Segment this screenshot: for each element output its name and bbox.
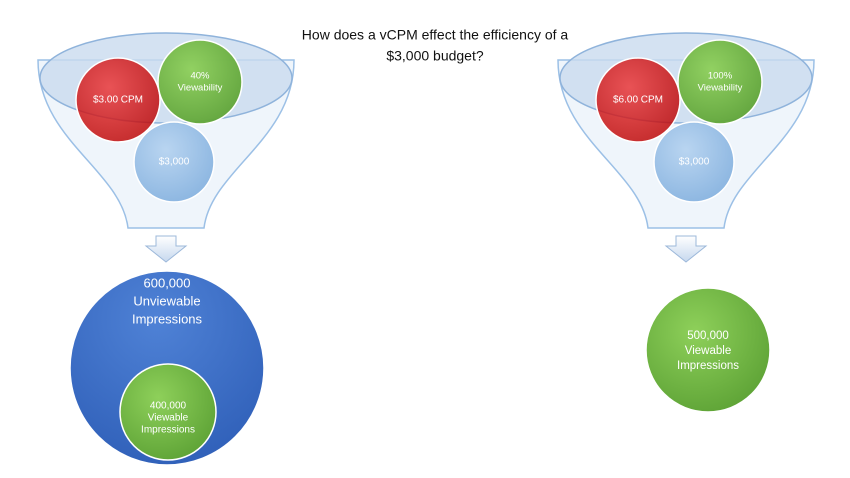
budget-circle <box>133 121 215 203</box>
inner-circle <box>119 363 217 461</box>
circle-label: Impressions <box>141 425 195 436</box>
circle-label: 100% <box>708 71 733 82</box>
circle-label: 500,000 <box>687 330 729 342</box>
title-line: How does a vCPM effect the efficiency of… <box>302 27 569 43</box>
circle-label: 400,000 <box>150 401 187 412</box>
result-circle <box>645 287 771 413</box>
circle-label: Viewability <box>698 83 743 94</box>
circle-label: Viewability <box>178 83 223 94</box>
circle-label: $3.00 CPM <box>93 95 143 106</box>
circle-label: Impressions <box>132 311 203 326</box>
cpm-circle <box>75 57 161 143</box>
circle-label: $6.00 CPM <box>613 95 663 106</box>
circle-label: 600,000 <box>144 275 191 290</box>
arrow <box>664 235 708 263</box>
cpm-circle <box>595 57 681 143</box>
circle-label: $3,000 <box>159 157 190 168</box>
circle-label: Viewable <box>685 345 731 357</box>
viewability-circle <box>677 39 763 125</box>
circle-label: Impressions <box>677 360 739 372</box>
circle-label: Viewable <box>148 413 189 424</box>
circle-label: Unviewable <box>133 293 200 308</box>
circle-label: $3,000 <box>679 157 710 168</box>
title-line: $3,000 budget? <box>386 48 484 64</box>
arrow <box>144 235 188 263</box>
viewability-circle <box>157 39 243 125</box>
budget-circle <box>653 121 735 203</box>
circle-label: 40% <box>190 71 210 82</box>
